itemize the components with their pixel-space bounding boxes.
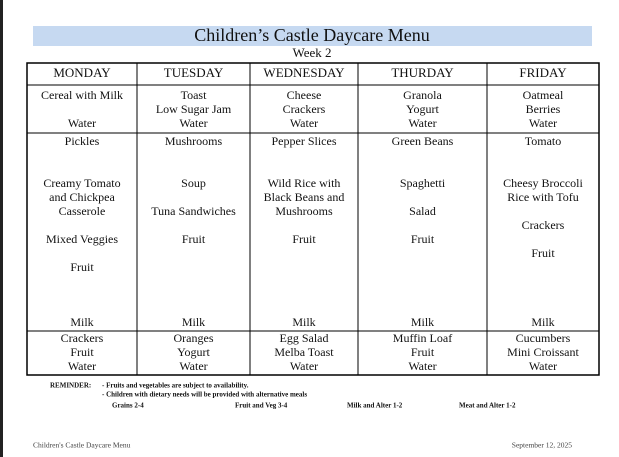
menu-item: Milk <box>411 315 434 329</box>
menu-item: Mini Croissant <box>507 345 579 359</box>
menu-item: Creamy Tomato <box>43 176 120 190</box>
menu-item: Yogurt <box>177 345 210 359</box>
menu-item: Cheesy Broccoli <box>503 176 583 190</box>
day-header: FRIDAY <box>519 65 567 80</box>
menu-item: Melba Toast <box>274 345 334 359</box>
menu-item: Fruit <box>531 246 555 260</box>
menu-item: Casserole <box>59 204 106 218</box>
footer-left: Children's Castle Daycare Menu <box>33 441 131 450</box>
menu-item: Pickles <box>65 134 100 148</box>
menu-item: Pepper Slices <box>272 134 337 148</box>
menu-item: Fruit <box>70 260 94 274</box>
page-edge <box>0 0 3 457</box>
title-bar <box>33 26 592 46</box>
day-header: TUESDAY <box>164 65 224 80</box>
menu-item: Crackers <box>61 331 104 345</box>
day-header: WEDNESDAY <box>263 65 345 80</box>
menu-item: Berries <box>526 102 561 116</box>
menu-item: Water <box>290 116 318 130</box>
menu-item: Tomato <box>525 134 562 148</box>
menu-item: Cucumbers <box>516 331 571 345</box>
menu-item: Toast <box>181 88 207 102</box>
menu-item: Water <box>408 359 436 373</box>
menu-item: Water <box>179 359 207 373</box>
menu-item: Water <box>68 359 96 373</box>
menu-item: Oranges <box>174 331 214 345</box>
table-border <box>26 62 600 376</box>
reminder-line: - Fruits and vegetables are subject to a… <box>102 382 249 390</box>
menu-item: Milk <box>182 315 205 329</box>
menu-item: Soup <box>181 176 206 190</box>
reminder-label: REMINDER: <box>50 382 91 390</box>
menu-item: Cheese <box>287 88 322 102</box>
menu-item: Milk <box>292 315 315 329</box>
menu-item: Water <box>179 116 207 130</box>
reminder-line: - Children with dietary needs will be pr… <box>102 391 307 399</box>
menu-item: Yogurt <box>406 102 439 116</box>
menu-item: Fruit <box>411 345 435 359</box>
title: Children’s Castle Daycare Menu <box>194 25 429 45</box>
menu-item: Wild Rice with <box>268 176 341 190</box>
menu-item: Granola <box>403 88 442 102</box>
day-header: MONDAY <box>53 65 111 80</box>
menu-item: Rice with Tofu <box>507 190 579 204</box>
menu-item: Cereal with Milk <box>41 88 123 102</box>
menu-item: Mushrooms <box>165 134 223 148</box>
menu-item: Milk <box>70 315 93 329</box>
menu-item: Crackers <box>283 102 326 116</box>
menu-item: Milk <box>531 315 554 329</box>
menu-item: Muffin Loaf <box>393 331 452 345</box>
menu-item: Oatmeal <box>523 88 564 102</box>
menu-item: Water <box>290 359 318 373</box>
menu-item: Water <box>68 116 96 130</box>
subtitle: Week 2 <box>292 45 331 60</box>
menu-item: Water <box>529 359 557 373</box>
serving-guide: Milk and Alter 1-2 <box>347 402 403 410</box>
menu-item: and Chickpea <box>49 190 115 204</box>
menu-item: Egg Salad <box>280 331 329 345</box>
serving-guide: Grains 2-4 <box>112 402 144 410</box>
menu-item: Mushrooms <box>275 204 333 218</box>
day-header: THURDAY <box>391 65 454 80</box>
menu-item: Fruit <box>70 345 94 359</box>
menu-item: Fruit <box>411 232 435 246</box>
menu-item: Spaghetti <box>400 176 446 190</box>
menu-item: Low Sugar Jam <box>156 102 232 116</box>
serving-guide: Meat and Alter 1-2 <box>459 402 516 410</box>
menu-item: Tuna Sandwiches <box>151 204 236 218</box>
footer-right: September 12, 2025 <box>512 441 572 450</box>
serving-guide: Fruit and Veg 3-4 <box>235 402 288 410</box>
menu-item: Black Beans and <box>264 190 345 204</box>
menu-item: Water <box>529 116 557 130</box>
menu-item: Fruit <box>182 232 206 246</box>
menu-item: Water <box>408 116 436 130</box>
menu-item: Fruit <box>292 232 316 246</box>
menu-item: Green Beans <box>392 134 454 148</box>
menu-item: Mixed Veggies <box>46 232 118 246</box>
menu-item: Salad <box>409 204 436 218</box>
menu-item: Crackers <box>522 218 565 232</box>
